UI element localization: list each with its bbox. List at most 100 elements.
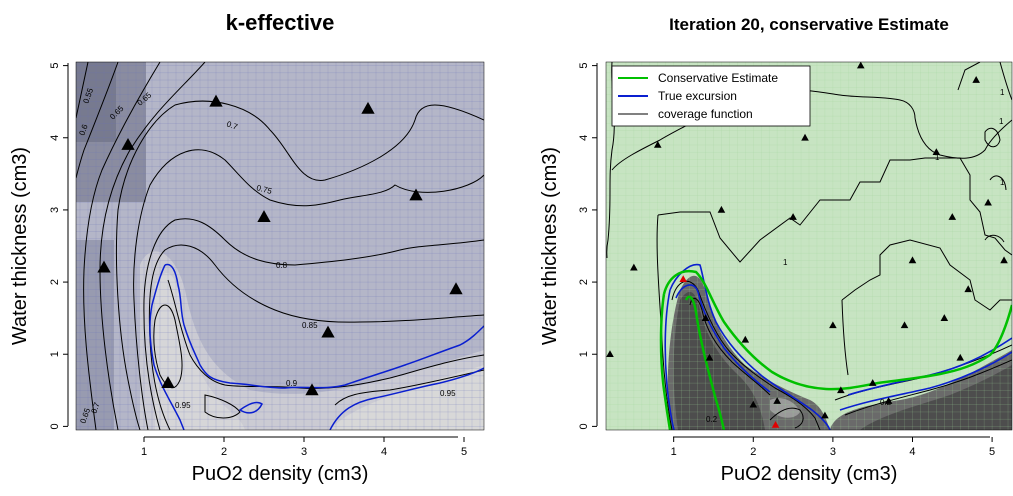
design-point bbox=[161, 376, 175, 388]
y-tick-label: 3 bbox=[49, 207, 61, 213]
x-tick-label: 2 bbox=[750, 446, 756, 458]
x-tick-label: 1 bbox=[141, 446, 147, 458]
design-points bbox=[606, 62, 1008, 428]
design-point bbox=[361, 101, 375, 114]
design-point bbox=[868, 379, 877, 386]
design-point bbox=[705, 353, 714, 361]
axes: 1 2 3 4 5 0 1 2 3 4 5 bbox=[49, 63, 467, 458]
design-point bbox=[932, 148, 941, 155]
x-ticks: 1 2 3 4 5 bbox=[141, 437, 467, 458]
contour-label: 0.8 bbox=[276, 261, 288, 270]
y-ticks: 0 1 2 3 4 5 bbox=[578, 63, 597, 429]
y-ticks: 0 1 2 3 4 5 bbox=[49, 63, 68, 429]
design-point bbox=[837, 386, 845, 394]
y-tick-label: 0 bbox=[578, 423, 590, 429]
design-point bbox=[97, 260, 111, 273]
design-point bbox=[900, 321, 909, 329]
contour-label: 0.75 bbox=[255, 183, 273, 196]
k-effective-panel: k-effective bbox=[9, 10, 485, 485]
design-point bbox=[630, 263, 638, 271]
conservative-estimate-line bbox=[659, 269, 1012, 430]
design-point bbox=[305, 383, 319, 396]
y-tick-label: 5 bbox=[578, 63, 590, 69]
contour-label: 0.2 bbox=[706, 415, 718, 424]
design-point bbox=[653, 140, 662, 148]
design-point bbox=[1000, 256, 1008, 264]
x-tick-label: 4 bbox=[381, 446, 387, 458]
legend: Conservative Estimate True excursion cov… bbox=[611, 65, 811, 127]
x-ticks: 1 2 3 4 5 bbox=[671, 437, 995, 458]
design-point bbox=[209, 94, 223, 107]
design-point bbox=[741, 335, 750, 343]
y-tick-label: 0 bbox=[49, 423, 61, 429]
x-tick-label: 5 bbox=[461, 446, 467, 458]
design-point bbox=[940, 314, 949, 321]
x-axis-label: PuO2 density (cm3) bbox=[192, 463, 369, 485]
design-point bbox=[829, 321, 837, 329]
design-point bbox=[972, 76, 980, 83]
design-point bbox=[821, 411, 829, 419]
design-point bbox=[717, 205, 726, 213]
plot-frame bbox=[605, 61, 1013, 431]
design-point bbox=[789, 213, 797, 220]
design-point bbox=[984, 198, 992, 206]
design-point bbox=[948, 213, 957, 220]
design-point bbox=[801, 133, 809, 141]
legend-label-coverage: coverage function bbox=[658, 107, 753, 121]
chart-title: Iteration 20, conservative Estimate bbox=[669, 15, 949, 34]
plot-area: 1 1 1 1 1 0.2 0.2 bbox=[606, 62, 1012, 430]
heatmap-background bbox=[606, 62, 1012, 430]
contour-label: 0.6 bbox=[77, 123, 89, 137]
y-tick-label: 1 bbox=[49, 351, 61, 357]
design-point bbox=[956, 353, 965, 361]
contour-labels: 0.6 0.55 0.65 0.65 0.7 0.75 0.8 0.85 0.9… bbox=[77, 86, 456, 424]
design-point bbox=[856, 62, 865, 69]
chart-title: k-effective bbox=[226, 10, 335, 35]
contour-label: 0.95 bbox=[175, 401, 191, 410]
design-point bbox=[701, 314, 710, 321]
contour-label: 1 bbox=[1000, 88, 1005, 97]
plot-frame bbox=[75, 61, 485, 431]
contour-label: 0.9 bbox=[286, 379, 298, 388]
contour-label: 1 bbox=[999, 117, 1004, 126]
x-tick-label: 4 bbox=[909, 446, 915, 458]
grid-lines bbox=[76, 62, 484, 430]
x-tick-label: 3 bbox=[830, 446, 836, 458]
design-point bbox=[606, 350, 614, 358]
threshold-line bbox=[149, 263, 484, 430]
design-point bbox=[908, 256, 917, 264]
y-tick-label: 5 bbox=[49, 63, 61, 69]
x-tick-label: 1 bbox=[671, 446, 677, 458]
design-point bbox=[321, 325, 335, 338]
design-point bbox=[773, 397, 781, 404]
design-point bbox=[409, 188, 423, 201]
legend-label-conservative: Conservative Estimate bbox=[658, 71, 778, 85]
x-tick-label: 2 bbox=[221, 446, 227, 458]
contour-label: 0.95 bbox=[440, 389, 456, 398]
design-point bbox=[449, 282, 463, 295]
x-axis-label: PuO2 density (cm3) bbox=[721, 463, 898, 485]
new-point bbox=[679, 275, 688, 282]
legend-label-true-excursion: True excursion bbox=[658, 89, 737, 103]
contour-label: 0.85 bbox=[302, 321, 318, 330]
y-tick-label: 4 bbox=[578, 135, 590, 141]
design-point bbox=[884, 397, 893, 404]
y-axis-label: Water thickness (cm3) bbox=[9, 147, 31, 345]
y-tick-label: 2 bbox=[49, 279, 61, 285]
contour-label: 0.7 bbox=[225, 119, 239, 131]
design-points bbox=[97, 94, 463, 396]
contour-label: 1 bbox=[1000, 178, 1005, 187]
design-point bbox=[749, 400, 758, 408]
plot-area: 0.6 0.55 0.65 0.65 0.7 0.75 0.8 0.85 0.9… bbox=[76, 62, 484, 430]
design-point bbox=[964, 285, 973, 293]
x-tick-label: 5 bbox=[989, 446, 995, 458]
design-point bbox=[121, 137, 135, 150]
y-tick-label: 2 bbox=[578, 279, 590, 285]
new-point bbox=[771, 420, 780, 428]
y-axis-label: Water thickness (cm3) bbox=[539, 147, 561, 345]
axes: 1 2 3 4 5 0 1 2 3 4 5 bbox=[578, 63, 995, 458]
y-tick-label: 1 bbox=[578, 351, 590, 357]
contour-label: 1 bbox=[935, 153, 940, 162]
conservative-estimate-panel: Iteration 20, conservative Estimate bbox=[539, 15, 1013, 485]
